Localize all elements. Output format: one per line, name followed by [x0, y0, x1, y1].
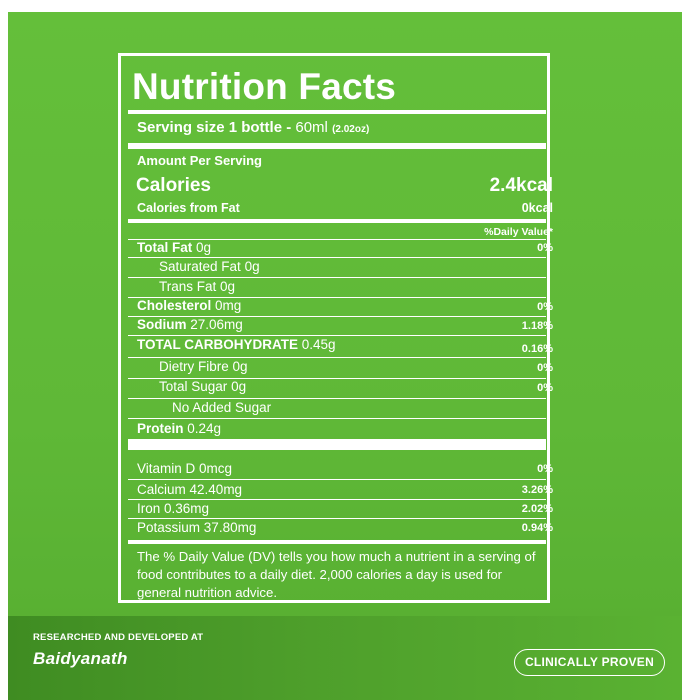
vitamin-amount: 0.36mg — [164, 501, 210, 516]
row-divider — [128, 239, 546, 240]
vitamin-row-iron: Iron 0.36mg — [137, 501, 209, 516]
nutrient-name: No Added Sugar — [172, 400, 272, 415]
calories-label: Calories — [136, 175, 211, 196]
row-divider — [128, 277, 546, 278]
vitamin-amount: 37.80mg — [203, 520, 257, 535]
vitamin-name: Vitamin D — [137, 461, 196, 476]
serving-rule — [128, 143, 546, 149]
daily-value-footnote: The % Daily Value (DV) tells you how muc… — [137, 549, 536, 600]
title-rule — [128, 110, 546, 114]
protein-band — [128, 439, 546, 450]
nutrient-amount: 0mg — [215, 298, 242, 313]
footnote-rule — [128, 540, 546, 544]
nutrient-dv: 1.18% — [521, 320, 553, 332]
nutrient-row-protein: Protein 0.24g — [137, 421, 221, 436]
nutrient-dv: 0% — [537, 362, 553, 374]
row-divider — [128, 518, 546, 519]
row-divider — [128, 257, 546, 258]
nutrient-row-total-carbohydrate: TOTAL CARBOHYDRATE 0.45g — [137, 337, 336, 352]
vitamin-dv: 3.26% — [521, 484, 553, 496]
nutrient-row-saturated-fat: Saturated Fat 0g — [159, 259, 260, 274]
serving-alt: (2.02oz) — [332, 124, 370, 135]
vitamin-amount: 42.40mg — [189, 482, 243, 497]
vitamin-name: Potassium — [137, 520, 201, 535]
nutrient-amount: 0.45g — [301, 337, 336, 352]
vitamin-row-vitamin-d: Vitamin D 0mcg — [137, 461, 232, 476]
calories-value: 2.4kcal — [489, 175, 553, 196]
nutrient-name: Saturated Fat — [159, 259, 241, 274]
nutrient-amount: 0.24g — [187, 421, 222, 436]
calories-rule — [128, 219, 546, 223]
row-divider — [128, 316, 546, 317]
nutrient-row-sodium: Sodium 27.06mg — [137, 317, 243, 332]
nutrient-dv: 0% — [537, 382, 553, 394]
researched-by-text: RESEARCHED AND DEVELOPED AT — [33, 632, 204, 643]
nutrient-row-no-added-sugar: No Added Sugar — [172, 400, 271, 415]
vitamin-row-calcium: Calcium 42.40mg — [137, 482, 242, 497]
vitamin-row-potassium: Potassium 37.80mg — [137, 520, 256, 535]
serving-prefix: Serving size 1 bottle - — [137, 119, 296, 136]
nutrient-dv: 0.16% — [521, 343, 553, 355]
row-divider — [128, 335, 546, 336]
footer-band — [8, 616, 682, 700]
vitamin-name: Calcium — [137, 482, 186, 497]
nutrient-dv: 0% — [537, 301, 553, 313]
nutrient-amount: 0g — [231, 379, 247, 394]
nutrient-row-total-fat: Total Fat 0g — [137, 240, 211, 255]
nutrient-amount: 0g — [232, 359, 248, 374]
row-divider — [128, 357, 546, 358]
vitamin-name: Iron — [137, 501, 161, 516]
nutrient-dv: 0% — [537, 242, 553, 254]
nutrient-name: Protein — [137, 421, 184, 436]
nutrition-title: Nutrition Facts — [132, 66, 397, 107]
nutrient-name: Total Sugar — [159, 379, 228, 394]
brand-logo: Baidyanath — [33, 649, 128, 668]
nutrient-amount: 0g — [244, 259, 260, 274]
row-divider — [128, 297, 546, 298]
nutrient-amount: 27.06mg — [190, 317, 243, 332]
nutrient-amount: 0g — [220, 279, 236, 294]
row-divider — [128, 378, 546, 379]
vitamin-dv: 2.02% — [521, 503, 553, 515]
nutrient-name: Cholesterol — [137, 298, 212, 313]
vitamin-amount: 0mcg — [199, 461, 233, 476]
calories-fat-label: Calories from Fat — [137, 201, 240, 215]
row-divider — [128, 499, 546, 500]
daily-value-header: %Daily Value* — [484, 226, 553, 238]
nutrient-name: TOTAL CARBOHYDRATE — [137, 337, 298, 352]
calories-fat-value: 0kcal — [521, 201, 553, 215]
amount-per-serving: Amount Per Serving — [137, 153, 262, 168]
nutrient-row-dietry-fibre: Dietry Fibre 0g — [159, 359, 248, 374]
nutrient-amount: 0g — [196, 240, 212, 255]
row-divider — [128, 418, 546, 419]
nutrient-name: Dietry Fibre — [159, 359, 229, 374]
nutrient-row-cholesterol: Cholesterol 0mg — [137, 298, 241, 313]
row-divider — [128, 479, 546, 480]
serving-amount: 60ml — [295, 119, 328, 136]
nutrient-row-trans-fat: Trans Fat 0g — [159, 279, 235, 294]
row-divider — [128, 398, 546, 399]
vitamin-dv: 0% — [537, 463, 553, 475]
nutrition-facts-box — [118, 53, 550, 603]
nutrient-row-total-sugar: Total Sugar 0g — [159, 379, 246, 394]
nutrient-name: Sodium — [137, 317, 187, 332]
nutrient-name: Trans Fat — [159, 279, 217, 294]
serving-size: Serving size 1 bottle - 60ml (2.02oz) — [137, 119, 369, 136]
clinically-proven-badge: CLINICALLY PROVEN — [514, 649, 665, 676]
nutrient-name: Total Fat — [137, 240, 193, 255]
vitamin-dv: 0.94% — [521, 522, 553, 534]
